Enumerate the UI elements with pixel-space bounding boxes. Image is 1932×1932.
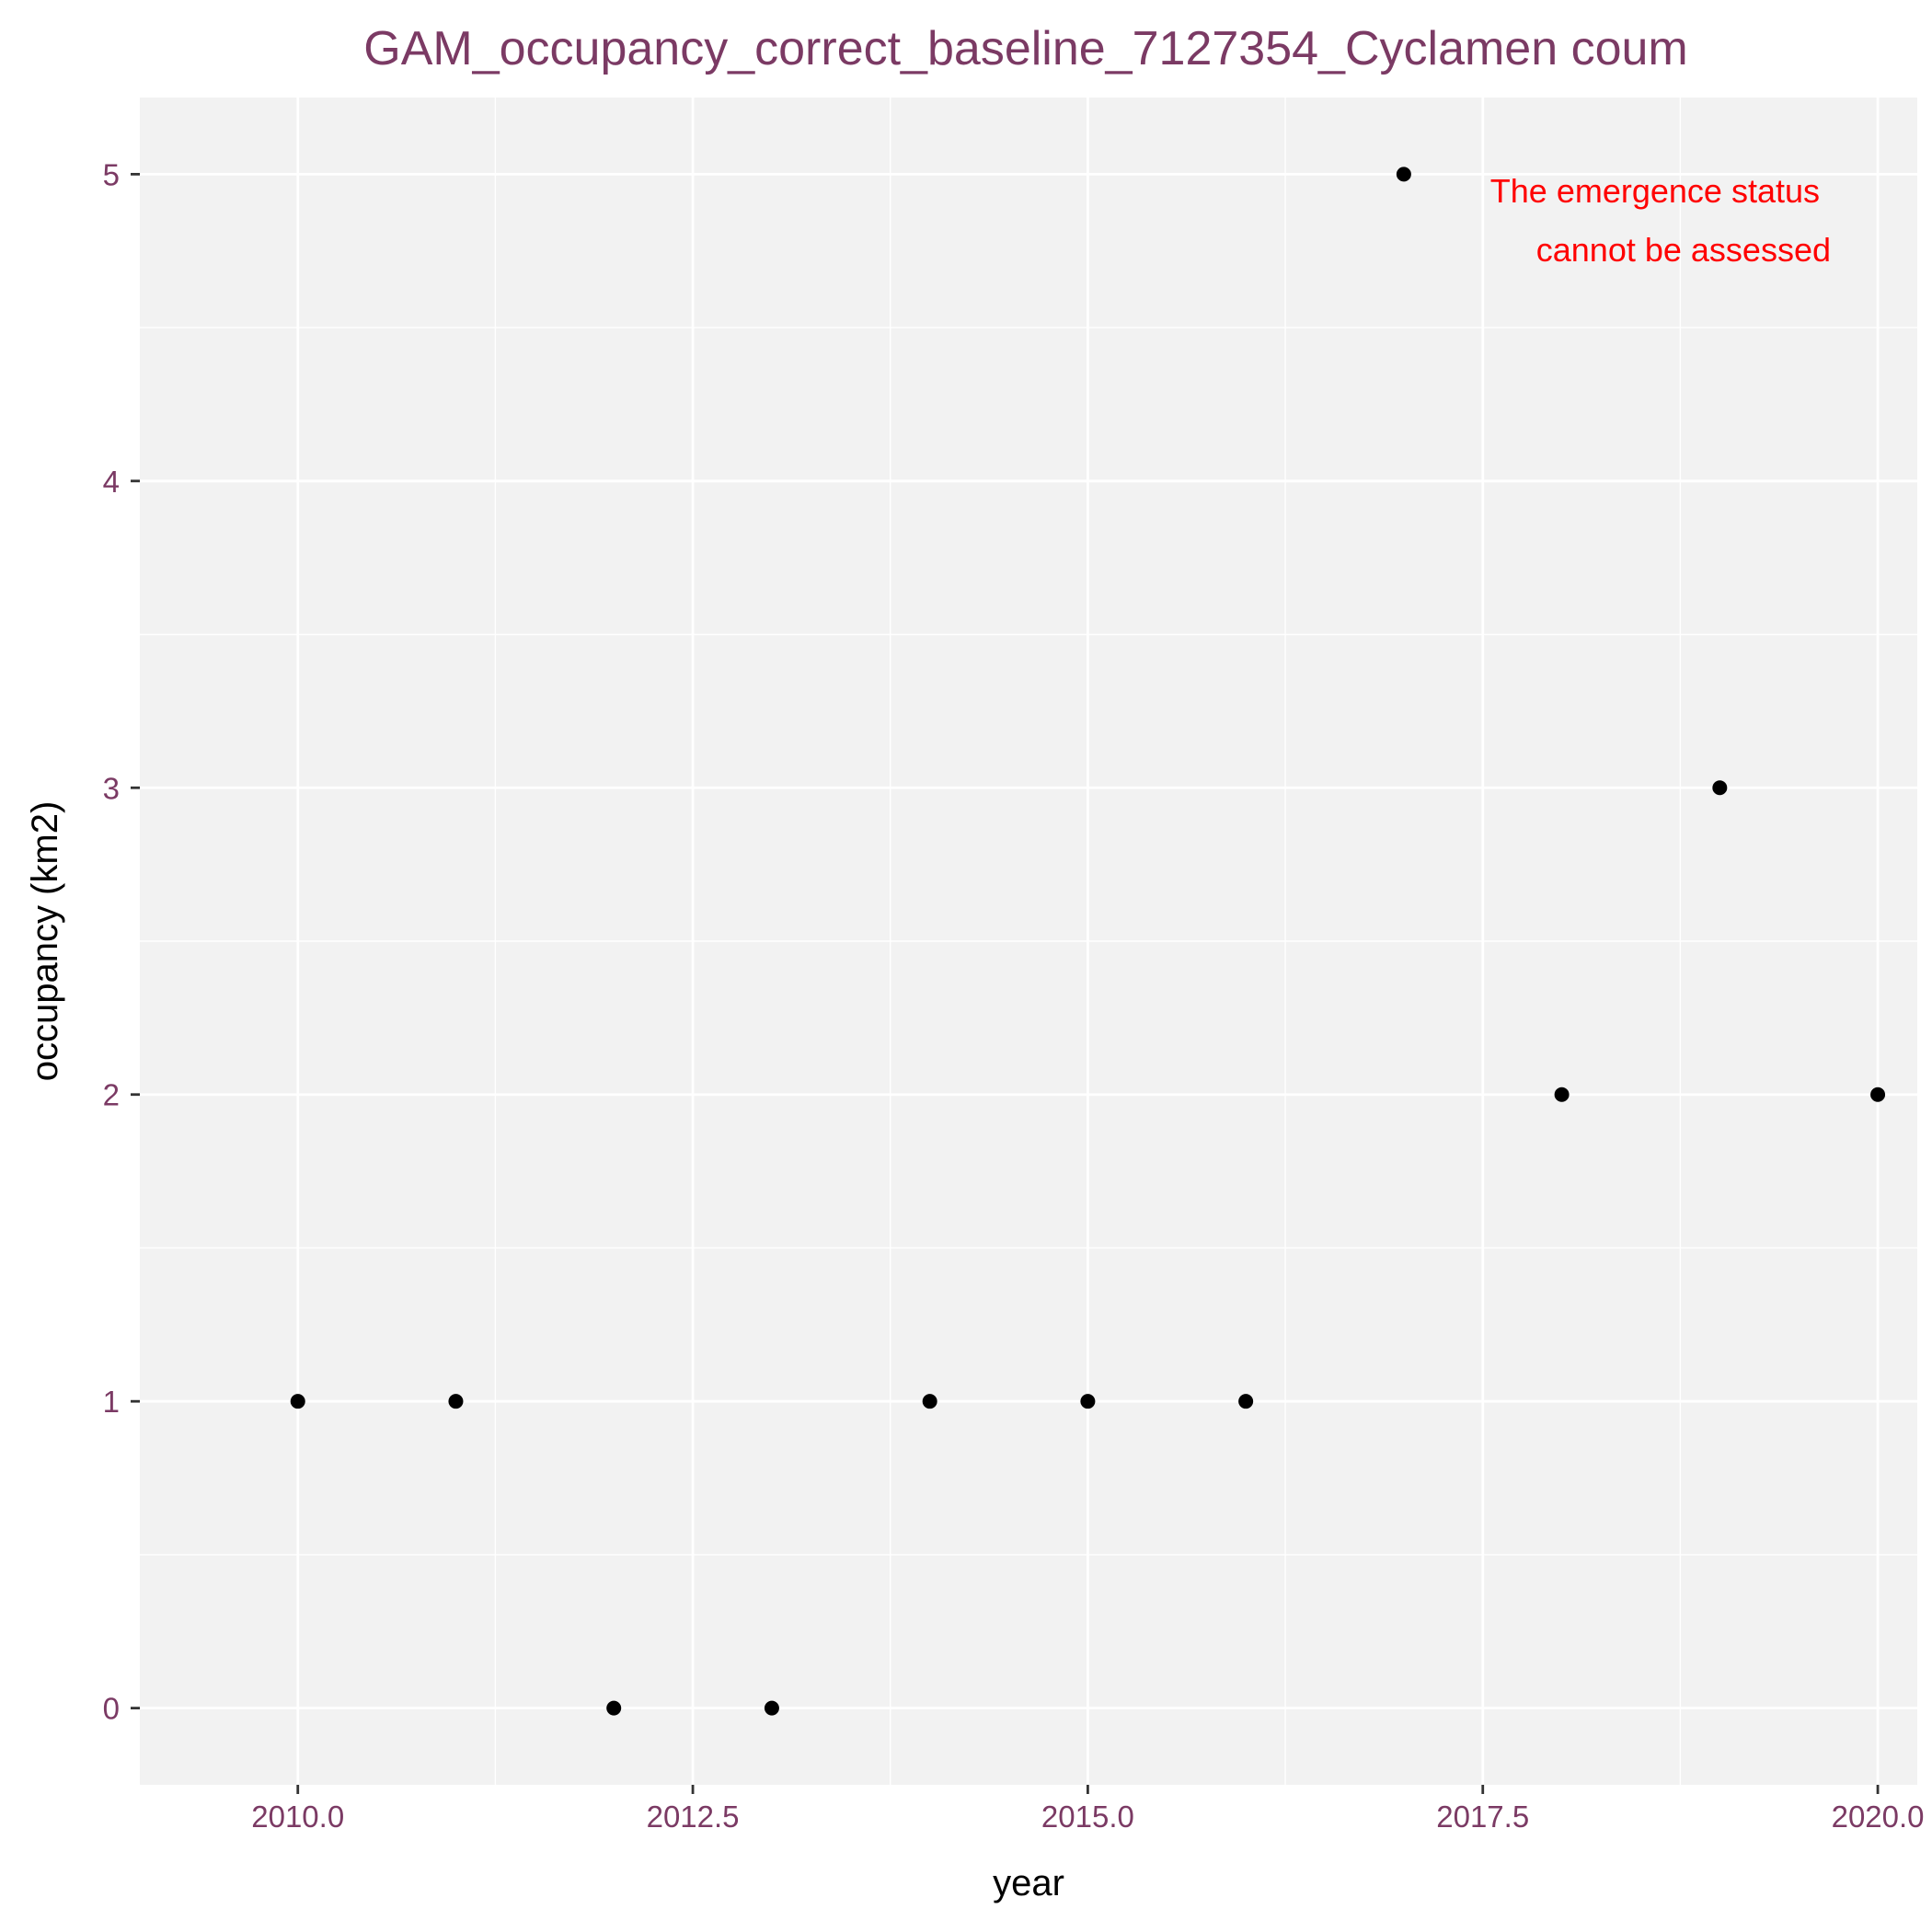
data-point bbox=[922, 1394, 937, 1409]
data-point bbox=[1554, 1087, 1570, 1102]
y-tick-label: 4 bbox=[103, 465, 120, 499]
data-point bbox=[1712, 780, 1728, 796]
y-axis-title: occupancy (km2) bbox=[25, 801, 65, 1082]
data-point bbox=[1080, 1394, 1096, 1409]
x-tick-label: 2010.0 bbox=[251, 1800, 344, 1834]
x-tick-label: 2015.0 bbox=[1041, 1800, 1134, 1834]
x-tick-label: 2012.5 bbox=[647, 1800, 740, 1834]
data-point bbox=[290, 1394, 305, 1409]
y-axis: 0 1 2 3 4 5 bbox=[103, 157, 140, 1726]
y-tick-label: 3 bbox=[103, 771, 120, 805]
y-tick-label: 2 bbox=[103, 1078, 120, 1112]
x-axis-title: year bbox=[993, 1863, 1064, 1903]
minor-gridlines bbox=[140, 98, 1917, 1785]
data-point bbox=[1396, 167, 1411, 182]
major-gridlines bbox=[140, 98, 1917, 1785]
annotation-line-2: cannot be assessed bbox=[1536, 231, 1831, 269]
data-point bbox=[764, 1700, 779, 1716]
x-tick-label: 2017.5 bbox=[1436, 1800, 1529, 1834]
data-point bbox=[606, 1700, 622, 1716]
annotation-line-1: The emergence status bbox=[1490, 172, 1820, 210]
y-tick-label: 0 bbox=[103, 1692, 120, 1726]
y-tick-label: 5 bbox=[103, 157, 120, 191]
x-tick-label: 2020.0 bbox=[1832, 1800, 1925, 1834]
data-point bbox=[1238, 1394, 1254, 1409]
x-axis: 2010.0 2012.5 2015.0 2017.5 2020.0 bbox=[251, 1785, 1925, 1834]
data-points bbox=[290, 167, 1886, 1716]
y-tick-label: 1 bbox=[103, 1385, 120, 1419]
data-point bbox=[448, 1394, 464, 1409]
annotation: The emergence status cannot be assessed bbox=[1490, 172, 1831, 269]
data-point bbox=[1870, 1087, 1886, 1102]
chart-title: GAM_occupancy_correct_baseline_7127354_C… bbox=[363, 22, 1688, 75]
